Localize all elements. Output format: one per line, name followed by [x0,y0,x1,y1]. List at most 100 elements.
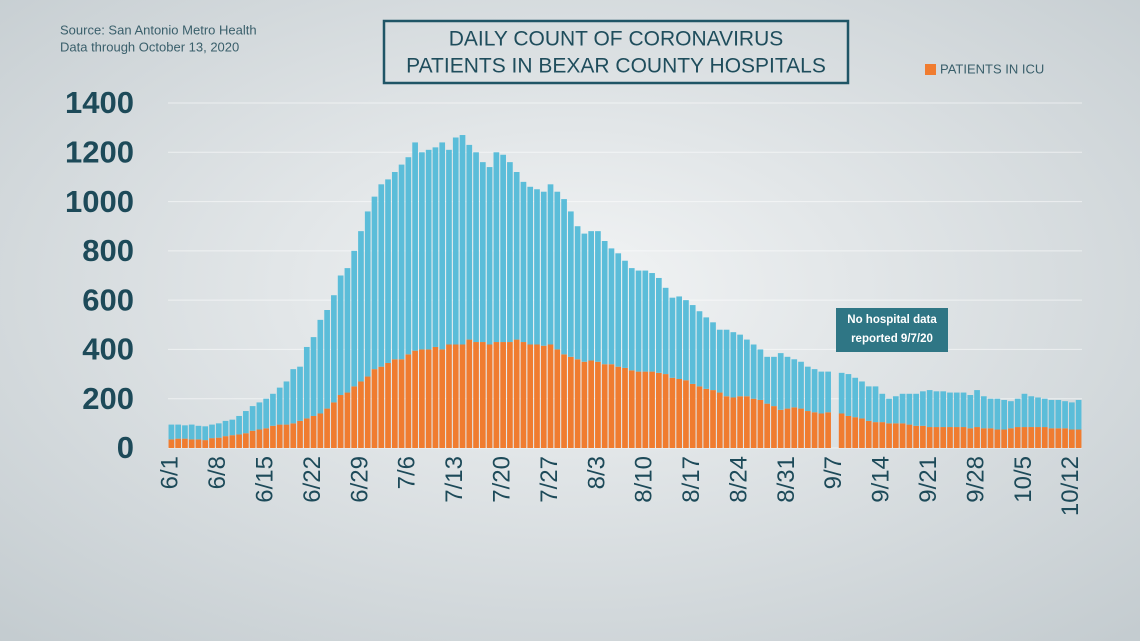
bar [838,413,845,448]
bar [1048,428,1055,448]
bar [500,154,506,343]
bar [980,396,987,429]
bar [188,424,195,440]
bar [391,359,398,448]
bar [1069,429,1075,448]
bar [804,411,811,448]
bar [676,379,683,448]
bar [683,300,689,381]
bar [358,381,364,448]
bar [209,438,215,448]
bar [1041,427,1048,448]
bar [540,345,547,448]
bar [859,418,865,448]
bar [974,427,980,448]
bar [615,366,622,448]
bar [723,396,730,448]
bar [479,342,486,448]
bar [486,167,493,345]
bar [290,423,297,448]
bar [513,172,520,340]
bar [351,386,358,448]
bar [886,398,892,424]
bar [608,364,615,448]
bar [595,361,601,448]
bar [628,370,635,448]
bar [520,181,527,343]
bar [825,371,831,413]
bar [649,273,655,372]
bar [703,317,710,389]
bar [987,398,994,429]
x-tick-label: 7/6 [394,456,421,489]
bar [642,371,649,448]
bar [229,419,236,436]
bar [1048,399,1055,429]
bar [947,427,953,448]
bar [270,425,276,448]
source-line: Source: San Antonio Metro Health [60,22,257,37]
bar [263,398,270,429]
bar [479,162,486,343]
bar [838,372,845,414]
bar [1021,427,1028,448]
bar [215,437,222,448]
bar [926,390,933,428]
bar [960,392,967,428]
bar [662,374,669,448]
bar [276,424,283,448]
bar [1001,399,1007,430]
bar [852,377,859,418]
bar [764,356,771,404]
bar [439,349,446,448]
bar [825,412,831,448]
bar [188,439,195,448]
bar [419,152,425,350]
x-tick-label: 9/14 [868,456,895,503]
bar [405,157,412,355]
bar [804,366,811,412]
bar [744,396,750,448]
bar [920,425,926,448]
bar [337,275,344,396]
annotation-box [836,308,948,352]
bar [1069,402,1075,430]
bar [730,397,737,448]
bar [906,393,913,425]
bar [412,142,418,351]
bar [628,268,635,371]
bar [507,342,513,448]
bar [561,199,567,355]
bar [527,344,534,448]
bar [791,359,798,408]
bar [1035,427,1041,448]
bar [940,427,947,448]
legend-label: PATIENTS IN ICU [940,61,1044,76]
bar [493,152,500,343]
plot-area: 0 200 400 600 800 1000 1200 1400 6/1 6/8 6/15 6/22 6… [65,85,1084,516]
bar [622,260,628,368]
bar [696,311,703,387]
bar [845,415,852,448]
bar [879,422,886,448]
bar [906,424,913,448]
bar [168,424,175,440]
bar [452,137,459,345]
bar [547,344,554,448]
bar [337,395,344,448]
bar [845,374,852,416]
bar [567,356,574,448]
legend-swatch [925,64,936,75]
y-tick-label: 1200 [65,134,134,169]
bar [710,322,716,391]
bar [974,390,980,428]
bar [466,339,473,448]
bar [1014,398,1021,428]
bar [784,356,791,409]
bar [872,386,879,423]
bar [920,391,926,426]
bar [547,184,554,345]
bar [750,344,757,399]
x-tick-label: 8/24 [725,456,752,503]
